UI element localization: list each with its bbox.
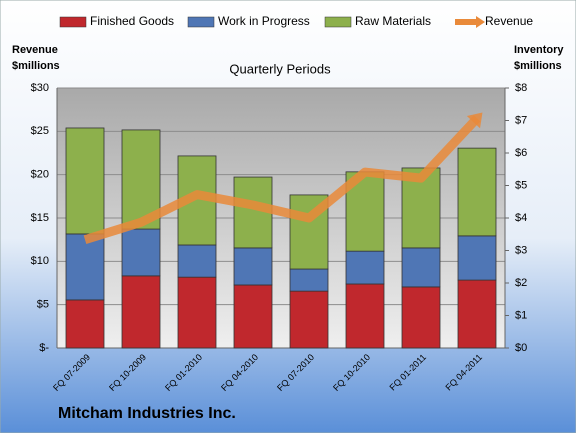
bar-segment xyxy=(65,127,105,235)
bar-segment xyxy=(457,147,497,237)
y-tick-label: $- xyxy=(39,342,49,354)
bar-segment xyxy=(177,276,217,349)
y-label: $millions xyxy=(12,60,60,72)
y2-tick-label: $5 xyxy=(515,179,527,191)
y2-tick-label: $6 xyxy=(515,147,527,159)
y2-tick-label: $1 xyxy=(515,309,527,321)
y2-label: $millions xyxy=(514,60,562,72)
bar-segment xyxy=(65,299,105,349)
legend-swatch xyxy=(476,16,485,28)
y-label: Revenue xyxy=(12,44,58,56)
y2-tick-label: $8 xyxy=(515,82,527,94)
legend-label: Revenue xyxy=(485,14,533,28)
y2-tick-label: $7 xyxy=(515,114,527,126)
bar-segment xyxy=(177,244,217,278)
y-tick-label: $30 xyxy=(31,82,49,94)
bar-segment xyxy=(121,228,161,277)
bar-segment xyxy=(345,250,385,285)
bar-segment xyxy=(289,268,329,292)
bar-segment xyxy=(457,235,497,281)
y-tick-label: $5 xyxy=(37,299,49,311)
y-tick-label: $25 xyxy=(31,125,49,137)
legend-swatch xyxy=(187,16,215,28)
y-tick-label: $15 xyxy=(31,212,49,224)
y2-label: Inventory xyxy=(514,44,564,56)
y2-tick-label: $2 xyxy=(515,277,527,289)
bar-segment xyxy=(457,279,497,349)
y2-tick-label: $0 xyxy=(515,342,527,354)
revenue-line xyxy=(83,115,481,244)
y-tick-label: $20 xyxy=(31,169,49,181)
arrow-head xyxy=(466,112,483,129)
chart-title: Quarterly Periods xyxy=(229,61,331,76)
footer: Mitcham Industries Inc. xyxy=(58,405,236,422)
bar-segment xyxy=(401,247,441,288)
legend-swatch xyxy=(59,16,87,28)
legend-swatch xyxy=(324,16,352,28)
y-tick-label: $10 xyxy=(31,255,49,267)
legend-label: Raw Materials xyxy=(355,14,431,28)
bar-segment xyxy=(121,275,161,349)
bar-segment xyxy=(233,284,273,349)
y2-tick-label: $4 xyxy=(515,212,527,224)
bar-segment xyxy=(233,247,273,286)
legend-label: Finished Goods xyxy=(90,14,174,28)
legend-label: Work in Progress xyxy=(218,14,310,28)
y2-tick-label: $3 xyxy=(515,244,527,256)
bar-segment xyxy=(65,233,105,301)
bar-segment xyxy=(345,283,385,349)
bar-segment xyxy=(401,286,441,349)
bar-segment xyxy=(289,290,329,349)
